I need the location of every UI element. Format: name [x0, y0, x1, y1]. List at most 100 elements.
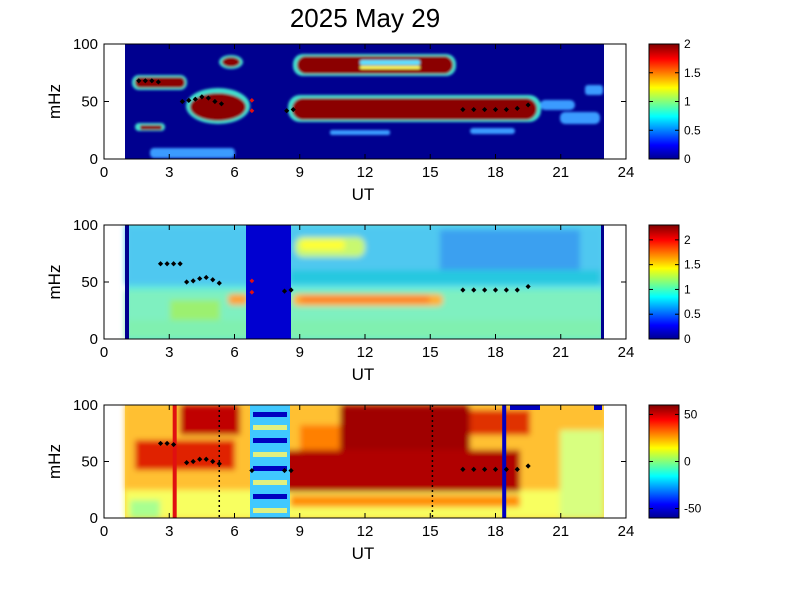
- marker-point: [171, 441, 177, 448]
- marker-point: [281, 288, 288, 294]
- marker-point: [492, 287, 499, 293]
- marker-point: [284, 108, 290, 114]
- x-tick-label: 18: [487, 164, 504, 181]
- marker-point: [136, 78, 142, 84]
- marker-point: [492, 106, 499, 113]
- colorbar: 0 0.5 1 1.5 2: [648, 37, 701, 166]
- marker-point: [460, 106, 466, 113]
- marker-point: [184, 460, 190, 466]
- marker-point: [179, 98, 185, 105]
- red-marker-point: [249, 278, 255, 284]
- x-tick-label: 9: [296, 523, 304, 540]
- x-tick-label: 0: [100, 523, 108, 540]
- x-tick-label: 9: [296, 164, 304, 181]
- marker-point: [190, 458, 196, 465]
- marker-point: [203, 456, 209, 462]
- x-tick-label: 15: [422, 523, 439, 540]
- x-tick-label: 15: [422, 344, 439, 361]
- x-tick-label: 24: [618, 344, 635, 361]
- marker-point: [155, 79, 161, 85]
- colorbar-tick-label: 0.5: [684, 123, 701, 137]
- panel-3-heatmap: [125, 405, 626, 518]
- y-tick-label: 100: [73, 217, 98, 234]
- x-tick-label: 6: [230, 164, 238, 181]
- colorbar-tick-label: 2: [684, 37, 691, 51]
- marker-point: [164, 440, 170, 447]
- panel-1-heatmap: [125, 44, 626, 159]
- panel-3: 0 3 6 9 12 15 18 21 24 0 50 100 UT mHz -50 0 50: [45, 397, 702, 563]
- colorbar-tick-label: 0: [684, 332, 691, 346]
- x-tick-label: 21: [552, 344, 569, 361]
- marker-point: [157, 261, 164, 267]
- colorbar-tick-label: 1: [684, 282, 691, 296]
- red-marker-point: [249, 97, 255, 103]
- y-tick-label: 50: [81, 94, 98, 111]
- y-tick-label: 0: [90, 331, 98, 348]
- marker-point: [482, 466, 488, 473]
- x-tick-label: 3: [165, 523, 173, 540]
- panel-3-gap-stripes: [253, 412, 287, 513]
- marker-point: [142, 78, 148, 84]
- marker-point: [177, 261, 183, 267]
- y-tick-label: 50: [81, 274, 98, 291]
- marker-point: [514, 287, 520, 293]
- x-tick-label: 21: [552, 164, 569, 181]
- marker-point: [288, 287, 294, 293]
- marker-point: [199, 94, 205, 100]
- y-axis-label: mHz: [45, 444, 64, 479]
- marker-point: [171, 261, 177, 267]
- marker-point: [503, 287, 509, 293]
- panel-2-heatmap: [125, 225, 626, 339]
- marker-point: [203, 274, 209, 281]
- marker-point: [525, 283, 531, 290]
- x-tick-label: 6: [230, 344, 238, 361]
- marker-point: [503, 466, 509, 473]
- colorbar-tick-label: 1: [684, 95, 691, 109]
- y-tick-label: 50: [81, 454, 98, 471]
- colorbar-tick-label: 0.5: [684, 307, 701, 321]
- page-title: 2025 May 29: [289, 3, 441, 33]
- marker-point: [157, 440, 164, 447]
- x-tick-label: 0: [100, 164, 108, 181]
- colorbar-tick-label: 0: [684, 455, 691, 469]
- marker-point: [290, 106, 296, 113]
- marker-point: [525, 463, 531, 469]
- colorbar-tick-label: 1.5: [684, 258, 701, 272]
- marker-point: [218, 101, 225, 107]
- x-tick-label: 24: [618, 164, 635, 181]
- y-tick-label: 0: [90, 151, 98, 168]
- x-tick-label: 18: [487, 523, 504, 540]
- marker-point: [482, 287, 488, 293]
- marker-point: [249, 467, 255, 474]
- x-axis-label: UT: [352, 365, 375, 384]
- marker-point: [281, 467, 288, 474]
- marker-point: [514, 466, 520, 473]
- colorbar: 0 0.5 1 1.5 2: [648, 224, 701, 346]
- colorbar-tick-label: 2: [684, 233, 691, 247]
- marker-point: [210, 277, 216, 283]
- colorbar-tick-label: 1.5: [684, 66, 701, 80]
- x-tick-label: 0: [100, 344, 108, 361]
- marker-point: [210, 458, 216, 465]
- x-tick-label: 6: [230, 523, 238, 540]
- colorbar-tick-label: 50: [684, 407, 698, 421]
- x-tick-label: 15: [422, 164, 439, 181]
- x-tick-label: 18: [487, 344, 504, 361]
- y-tick-label: 0: [90, 510, 98, 527]
- marker-point: [164, 261, 170, 267]
- marker-point: [492, 466, 499, 473]
- marker-point: [525, 102, 531, 108]
- marker-point: [460, 287, 466, 293]
- colorbar-tick-label: -50: [684, 502, 702, 516]
- panel-2: 0 3 6 9 12 15 18 21 24 0 50 100 UT mHz 0 0.5 1 1.5 2: [45, 217, 701, 384]
- marker-point: [471, 106, 477, 113]
- x-tick-label: 3: [165, 164, 173, 181]
- x-axis-label: UT: [352, 185, 375, 204]
- x-tick-label: 21: [552, 523, 569, 540]
- colorbar-gradient: [648, 224, 680, 340]
- x-tick-label: 12: [357, 344, 374, 361]
- marker-point: [460, 466, 466, 473]
- marker-point: [471, 466, 477, 473]
- marker-point: [212, 98, 218, 105]
